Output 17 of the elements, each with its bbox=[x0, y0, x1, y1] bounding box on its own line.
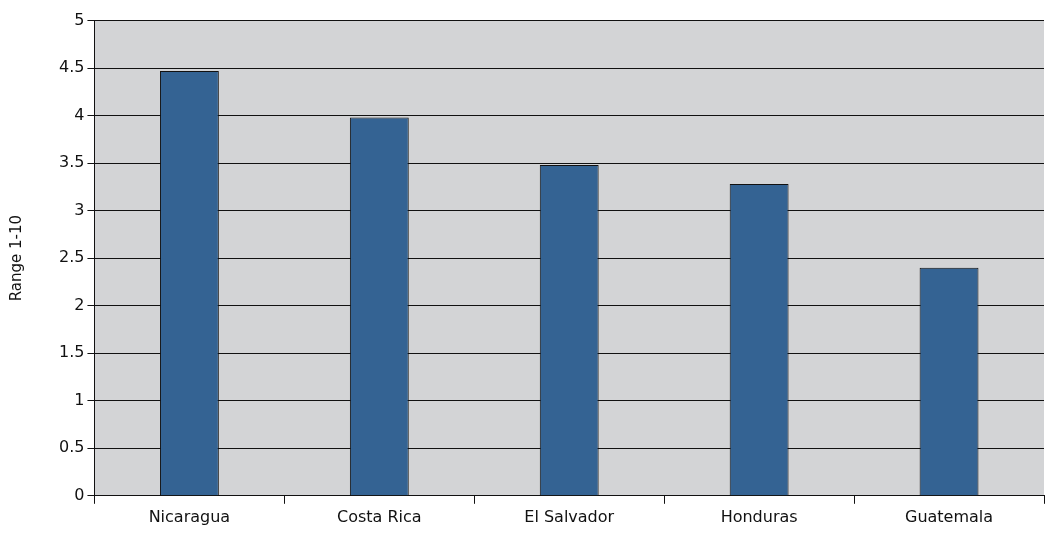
y-tick-label: 0 bbox=[74, 484, 85, 504]
y-tick-label: 4.5 bbox=[58, 57, 85, 77]
y-tick-label: 5 bbox=[74, 9, 85, 29]
y-tick-label: 1 bbox=[74, 389, 85, 409]
x-tick-label: Honduras bbox=[720, 506, 798, 526]
y-tick-label: 1.5 bbox=[58, 342, 85, 362]
y-tick-label: 3 bbox=[74, 199, 85, 219]
x-tick-label: Nicaragua bbox=[148, 506, 231, 526]
y-tick-label: 2 bbox=[74, 294, 85, 314]
x-tick-label: Costa Rica bbox=[337, 506, 422, 526]
y-axis-title: Range 1-10 bbox=[6, 215, 25, 302]
y-tick-label: 4 bbox=[74, 104, 85, 124]
y-tick-label: 0.5 bbox=[58, 437, 85, 457]
x-tick-label: Guatemala bbox=[904, 506, 994, 526]
y-tick-label: 2.5 bbox=[58, 247, 85, 267]
x-tick-label: El Salvador bbox=[524, 506, 615, 526]
y-tick-label: 3.5 bbox=[58, 152, 85, 172]
